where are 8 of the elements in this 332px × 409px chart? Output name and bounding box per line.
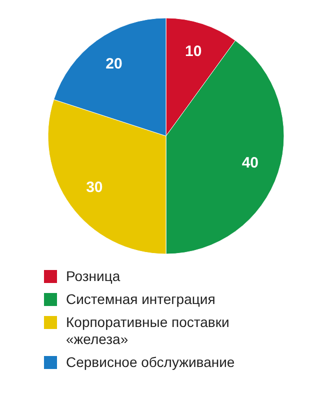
legend-label: Розница: [66, 268, 120, 284]
data-label: 40: [242, 154, 259, 172]
data-label: 20: [106, 55, 122, 72]
data-label: 30: [86, 178, 103, 196]
data-label: 10: [185, 42, 202, 60]
legend-label: Сервисное обслуживание: [66, 354, 235, 370]
legend-label: Корпоративные поставки «железа»: [66, 314, 230, 347]
legend-label: Системная интеграция: [66, 291, 216, 307]
